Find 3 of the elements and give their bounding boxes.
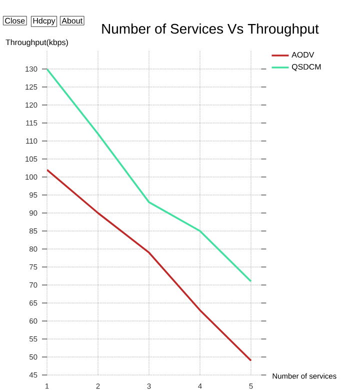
line-series [47,68,252,282]
chart-title: Number of Services Vs Throughput [102,23,319,36]
line-series [47,168,252,362]
